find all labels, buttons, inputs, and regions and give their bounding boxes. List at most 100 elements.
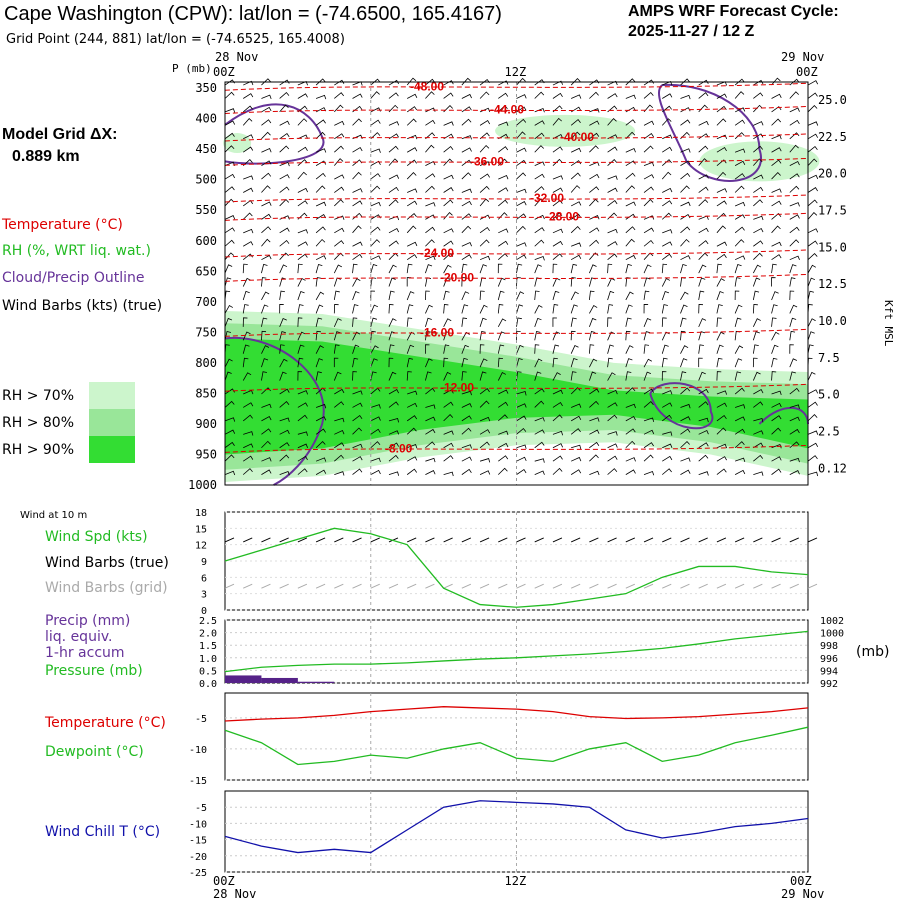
wind-barb — [698, 303, 704, 314]
wind-barb — [461, 317, 468, 327]
wind-barb — [534, 371, 542, 381]
wind-barb-true — [352, 537, 362, 543]
wind-barb-true — [534, 537, 544, 543]
wind-barb — [315, 160, 327, 166]
wind-barb — [516, 330, 521, 341]
wind-barb — [588, 344, 595, 354]
wind-barb — [498, 414, 508, 422]
wind-barb — [297, 455, 308, 462]
wind-barb — [698, 344, 704, 354]
wind-barb — [698, 277, 706, 287]
pressure-right-tick: 1002 — [820, 616, 844, 627]
wind-panel-title: Wind at 10 m — [20, 510, 87, 521]
wind-barb — [789, 185, 800, 193]
wind-barb — [479, 358, 488, 368]
wind-barb — [625, 428, 636, 435]
cross-section-frame — [224, 81, 809, 486]
wind-barb — [716, 118, 727, 126]
wind-barb — [315, 403, 327, 409]
wind-barb — [315, 148, 327, 153]
wind-barb — [571, 444, 582, 450]
wind-barb — [461, 357, 468, 368]
wind-barb — [334, 442, 345, 449]
wind-barb — [461, 147, 472, 153]
wind-barb — [588, 331, 596, 341]
wind-barb — [625, 226, 636, 234]
wind-barb-true — [370, 537, 380, 543]
wind-barb — [497, 357, 504, 368]
wind-barb — [279, 454, 290, 462]
wind-barb — [279, 198, 290, 207]
wind-barb — [607, 241, 618, 247]
wind-barb — [716, 146, 727, 153]
wind-barb — [771, 147, 782, 153]
wind-barb — [461, 263, 468, 274]
wind-barb — [552, 263, 558, 274]
wind-barb — [352, 390, 363, 395]
temperature-contour — [224, 328, 809, 337]
wind-barb-true — [315, 537, 326, 543]
wind-barb — [789, 428, 800, 435]
wind-barb — [734, 387, 745, 395]
wind-barb — [461, 118, 472, 126]
wind-barb — [388, 277, 396, 287]
wind-barb — [443, 389, 454, 395]
wind-barb — [334, 417, 345, 423]
wind-barb — [607, 431, 618, 436]
wind-barb — [807, 212, 818, 220]
wind-barb-true — [570, 537, 581, 543]
wind-barb — [425, 91, 435, 99]
wind-barb — [315, 469, 327, 475]
wind-barb — [753, 401, 764, 408]
wind-barb — [570, 469, 582, 475]
wind-barb — [789, 371, 796, 381]
wind-barb — [643, 388, 655, 395]
wind-barb — [224, 132, 235, 140]
temperature-tick: -15 — [189, 776, 207, 787]
wind-barb — [516, 427, 527, 435]
wind-barb — [734, 441, 745, 449]
wind-barb — [425, 344, 430, 354]
wind-barb — [479, 317, 487, 327]
pressure-right-tick: 1000 — [820, 629, 844, 640]
wind-barb-true — [552, 537, 563, 543]
wind-barb — [643, 470, 655, 476]
grid-point-subtitle: Grid Point (244, 881) lat/lon = (-74.652… — [6, 32, 345, 47]
wind-barb — [461, 415, 472, 422]
wind-barb — [315, 172, 326, 180]
wind-barb — [388, 227, 400, 234]
wind-barb — [607, 158, 618, 166]
wind-barb — [552, 199, 563, 207]
wind-barb — [370, 185, 381, 193]
wind-barb — [370, 428, 381, 435]
wind-barb — [570, 119, 581, 126]
wind-barb — [425, 371, 432, 381]
wind-barb — [552, 228, 564, 234]
wind-barb — [552, 357, 558, 368]
wind-barb — [443, 401, 454, 408]
wind-barb — [589, 173, 600, 180]
wind-barb — [680, 387, 691, 395]
wind-barb — [279, 442, 290, 449]
wind-barb — [242, 372, 252, 381]
wind-barb — [643, 304, 649, 314]
wind-barb — [461, 304, 469, 314]
wind-barb — [261, 238, 271, 247]
wind-barb — [589, 470, 600, 476]
wind-barb — [388, 389, 400, 395]
wind-barb — [443, 80, 454, 86]
wind-barb — [388, 240, 399, 247]
cycle-value: 2025-11-27 / 12 Z — [628, 23, 755, 40]
wind-barb — [479, 290, 485, 301]
temperature-contour — [224, 82, 809, 91]
wind-barb-grid — [716, 583, 727, 589]
wind-barb — [589, 264, 597, 274]
wind-barb — [789, 330, 796, 341]
wind-barb — [352, 253, 363, 261]
wind-barb — [789, 173, 800, 180]
wind-barb — [625, 160, 636, 166]
wind-barb — [224, 252, 235, 260]
wind-barb-grid — [607, 583, 617, 589]
wind-barb-grid — [261, 583, 271, 589]
wind-barb — [479, 144, 490, 153]
